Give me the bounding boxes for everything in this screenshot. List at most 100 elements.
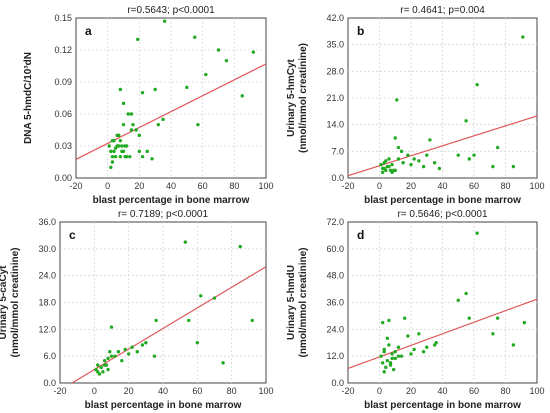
panel-b-data-point <box>379 162 383 167</box>
panel-c-regression-line <box>71 266 267 384</box>
panel-d-data-point <box>491 332 495 336</box>
panel-d-data-point <box>409 352 413 356</box>
panel-a-x-tick-label: 20 <box>134 181 144 191</box>
panel-d-data-point <box>391 367 396 372</box>
panel-c-data-point <box>108 349 112 354</box>
panel-a-x-tick-label: 80 <box>229 181 239 191</box>
panel-d-y-axis-label: Urinary 5-hmdU <box>286 265 297 340</box>
panel-a-data-point <box>126 112 130 116</box>
panel-c-y-tick-label: 36.0 <box>38 217 56 227</box>
panel-d-data-point <box>464 291 468 296</box>
panel-a-data-point <box>118 138 123 143</box>
panel-d-data-point <box>456 298 460 302</box>
panel-a-data-point <box>124 144 129 148</box>
panel-a-data-point <box>109 149 113 154</box>
panel-b-regression-line <box>347 115 538 177</box>
panel-c-data-point <box>195 341 200 345</box>
panel-d-data-point <box>434 341 438 345</box>
panel-b-data-point <box>387 157 391 161</box>
panel-a-data-point <box>136 37 140 42</box>
panel-d-x-tick-label: 20 <box>406 386 416 396</box>
panel-d-y-axis-label: (nmol/mmol creatinine) <box>298 247 309 357</box>
panel-b-data-point <box>380 170 385 174</box>
panel-b-y-tick-label: 42.0 <box>326 13 344 23</box>
panel-b-data-point <box>387 164 391 169</box>
panel-b-data-point <box>384 159 388 163</box>
panel-d-data-point <box>475 231 479 235</box>
panel-b-x-tick-label: 80 <box>500 181 510 191</box>
panel-c-data-point <box>109 325 114 329</box>
panel-a-data-point <box>162 19 167 23</box>
panel-b-data-point <box>401 161 405 165</box>
panel-d-y-tick-label: 36.0 <box>326 298 344 308</box>
panel-a-letter: a <box>85 24 92 38</box>
panel-a-data-point <box>140 154 145 159</box>
panel-c-x-tick-label: 60 <box>192 386 202 396</box>
panel-d-regression-line <box>347 298 538 370</box>
panel-c-y-tick-label: 0.0 <box>43 378 56 388</box>
panel-a-data-point <box>121 149 126 154</box>
panel-b-x-tick-label: 20 <box>406 181 416 191</box>
panel-b-data-point <box>396 145 401 150</box>
panel-c-data-point <box>123 347 127 352</box>
panel-d-data-point <box>393 349 397 354</box>
panel-a-data-point <box>123 154 127 159</box>
panel-a-y-axis-label: DNA 5-hmdC/10³dN <box>23 52 34 144</box>
panel-d-x-tick-label: 0 <box>377 386 382 396</box>
panel-b-x-tick-label: 0 <box>377 181 382 191</box>
panel-a-x-tick-label: 60 <box>198 181 208 191</box>
panel-a-data-point <box>110 138 115 143</box>
panel-b-letter: b <box>357 24 364 38</box>
panel-a-data-point <box>118 87 123 92</box>
panel-b-data-point <box>511 164 516 169</box>
panel-c-data-point <box>152 354 157 358</box>
panel-c-data-point <box>101 370 105 374</box>
panel-c-data-point <box>154 318 158 323</box>
panel-d-data-point <box>421 349 426 354</box>
panel-b-data-point <box>390 170 394 174</box>
panel-c-data-point <box>199 294 203 298</box>
panel-d-data-point <box>412 347 416 352</box>
panel-c-data-point <box>120 358 124 363</box>
panel-d-letter: d <box>357 228 364 242</box>
panel-b-x-tick-label: -20 <box>341 181 354 191</box>
panel-a-data-point <box>112 149 116 154</box>
panel-c-y-axis-label: Urinary 5-caCyt <box>0 265 9 340</box>
panel-a-data-point <box>137 133 142 138</box>
panel-b-y-tick-label: 7.0 <box>331 146 344 156</box>
panel-a-data-point <box>129 128 134 132</box>
panel-c-data-point <box>102 363 107 367</box>
panel-d-y-tick-label: 24.0 <box>326 324 344 334</box>
panel-b-x-tick-label: 100 <box>529 181 544 191</box>
panel-a-x-tick-label: -20 <box>69 181 82 191</box>
panel-d-y-tick-label: 0.0 <box>331 378 344 388</box>
panel-b-data-point <box>491 164 495 169</box>
panel-d-data-point <box>387 318 391 323</box>
panel-a-data-point <box>251 50 256 54</box>
panel-a-data-point <box>107 144 111 148</box>
panel-c-y-tick-label: 6.0 <box>43 351 56 361</box>
panel-b-data-point <box>395 98 399 102</box>
panel-a-data-point <box>161 117 165 122</box>
panel-c-data-point <box>183 240 188 244</box>
panel-c-data-point <box>221 361 225 365</box>
panel-c-data-point <box>187 318 191 323</box>
panel-c-data-point <box>109 354 114 358</box>
panel-b-data-point <box>421 164 426 169</box>
panel-a-data-point <box>140 90 145 95</box>
panel-a-x-axis-label: blast percentage in bone marrow <box>93 195 250 206</box>
panel-a-data-point <box>121 122 126 127</box>
panel-b-data-point <box>406 153 410 157</box>
panel-a-data-point <box>196 122 200 127</box>
panel-d-data-point <box>495 316 500 320</box>
panel-c-data-point <box>106 367 110 372</box>
panel-b-data-point <box>467 157 471 161</box>
panel-d-x-tick-label: 40 <box>437 386 447 396</box>
panel-a-data-point <box>204 72 208 77</box>
panel-d-data-point <box>522 320 527 325</box>
panel-d-y-tick-label: 48.0 <box>326 271 344 281</box>
panel-a-data-point <box>115 144 119 148</box>
panel-c-letter: c <box>69 228 76 242</box>
panel-c-data-point <box>250 318 254 323</box>
